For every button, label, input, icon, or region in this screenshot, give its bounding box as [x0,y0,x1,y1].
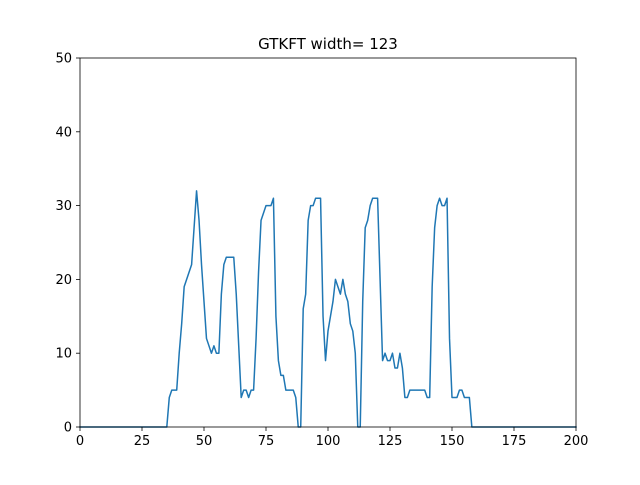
y-tick-label: 40 [55,125,72,140]
series-line [79,190,577,428]
x-tick-label: 200 [564,434,589,449]
x-tick-label: 100 [316,434,341,449]
x-tick-label: 175 [502,434,527,449]
axes-frame [79,57,577,428]
x-tick-label: 25 [134,434,151,449]
x-tick-label: 125 [378,434,403,449]
x-tick-label: 75 [258,434,275,449]
axes: 0 25 50 75 100 125 150 175 200 0 10 20 30 40 50 [55,52,588,450]
x-tick-label: 150 [440,434,465,449]
x-tick-label: 50 [196,434,213,449]
chart-title: GTKFT width= 123 [258,35,398,53]
y-tick-label: 0 [64,421,72,436]
plot-area [79,190,577,428]
y-tick-label: 50 [55,52,72,67]
y-tick-label: 20 [55,273,72,288]
y-tick-label: 30 [55,199,72,214]
x-tick-label: 0 [76,434,84,449]
y-tick-label: 10 [55,347,72,362]
